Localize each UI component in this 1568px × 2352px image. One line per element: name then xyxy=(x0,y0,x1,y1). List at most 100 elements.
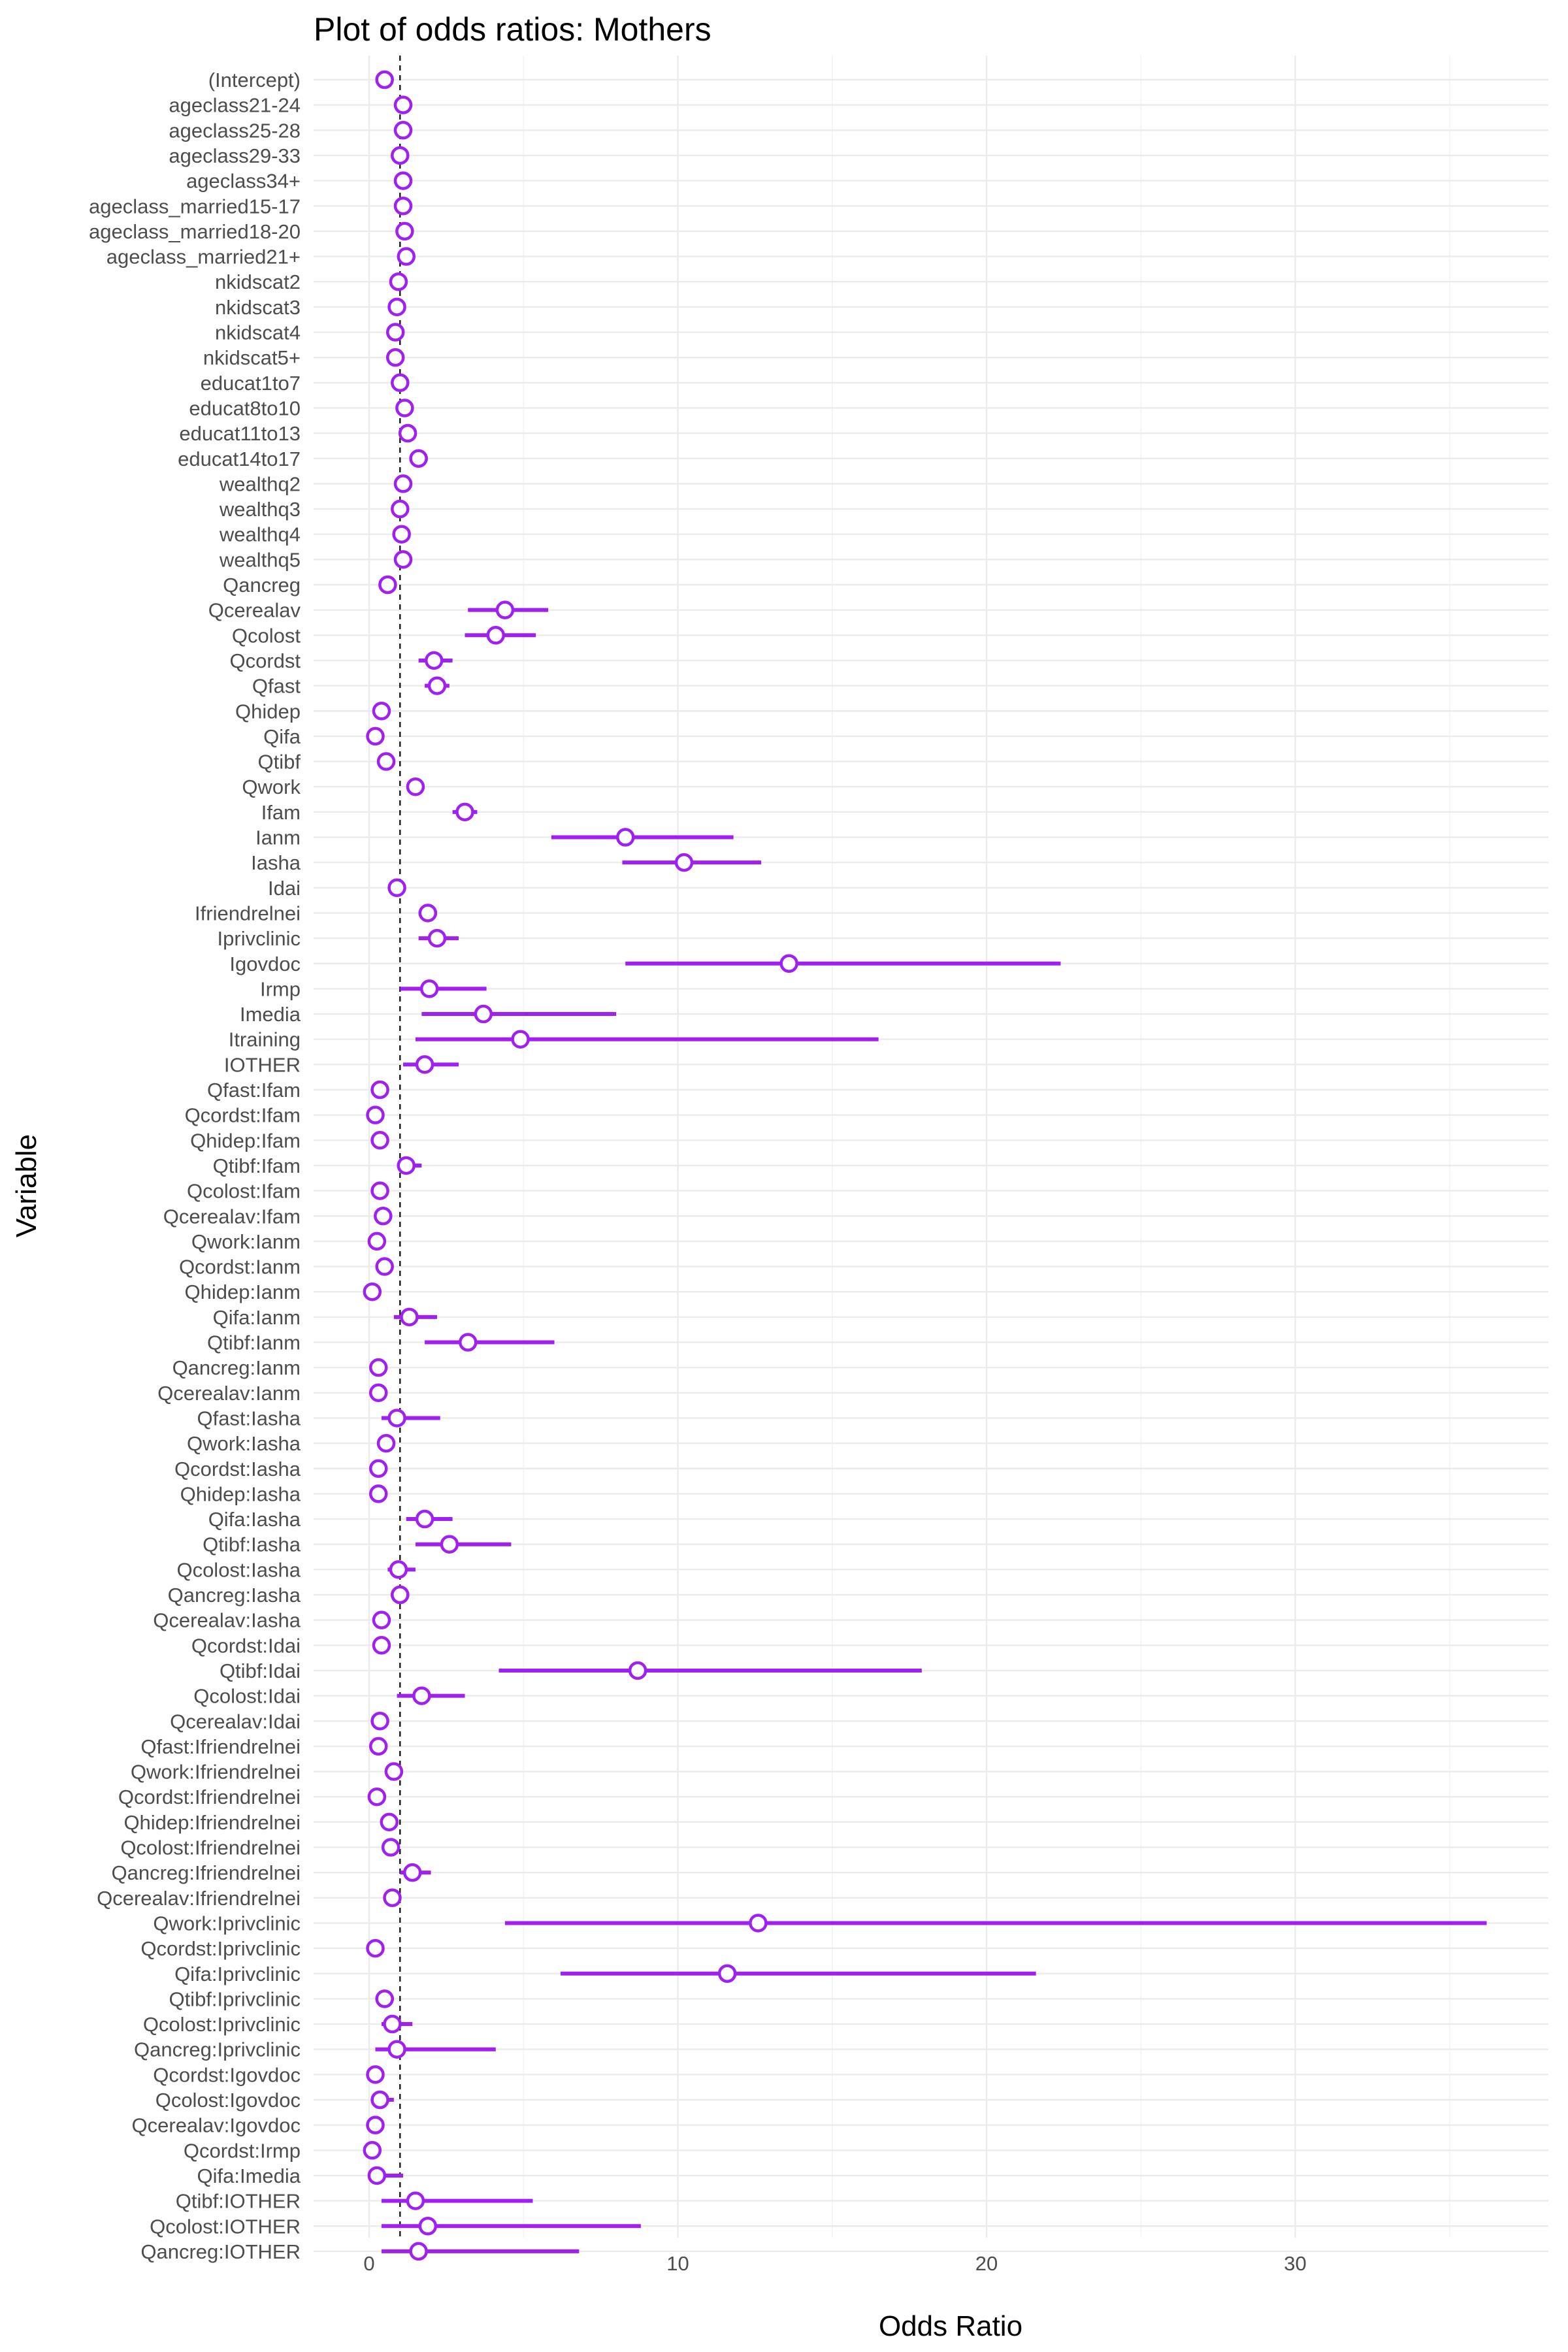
y-tick-label: wealthq2 xyxy=(219,472,301,495)
y-tick-label: Qcerealav:Ifam xyxy=(163,1205,301,1228)
y-tick-label: Imedia xyxy=(240,1003,301,1026)
y-tick-label: Qcordst:Igovdoc xyxy=(153,2063,301,2086)
odds-ratio-point xyxy=(370,2090,389,2110)
odds-ratio-point xyxy=(366,1938,385,1958)
odds-ratio-point xyxy=(391,146,410,165)
odds-ratio-point xyxy=(375,1989,394,2008)
odds-ratio-point xyxy=(378,575,397,595)
odds-ratio-point xyxy=(368,1383,388,1403)
y-tick-label: educat14to17 xyxy=(178,448,301,470)
y-tick-label: Iasha xyxy=(251,851,301,874)
y-tick-label: Iprivclinic xyxy=(218,927,301,950)
odds-ratio-point xyxy=(367,2166,387,2185)
y-tick-label: educat11to13 xyxy=(179,422,301,445)
odds-ratio-point xyxy=(366,2115,385,2134)
y-tick-label: Qcordst:Ifam xyxy=(185,1104,301,1127)
odds-ratio-point xyxy=(383,2014,402,2034)
odds-ratio-point xyxy=(387,1409,406,1428)
odds-ratio-point xyxy=(380,1812,399,1832)
y-tick-label: Qancreg:IOTHER xyxy=(140,2240,301,2263)
odds-ratio-point xyxy=(392,525,411,544)
x-tick-label: 30 xyxy=(1284,2252,1306,2275)
y-tick-label: Qcolost:Idai xyxy=(193,1685,301,1708)
odds-ratio-point xyxy=(370,1712,389,1731)
y-tick-label: Qtibf:Iasha xyxy=(203,1533,301,1556)
odds-ratio-point xyxy=(372,1636,391,1655)
odds-ratio-point xyxy=(367,1232,387,1251)
y-tick-label: educat8to10 xyxy=(189,397,301,419)
y-tick-label: ageclass_married18-20 xyxy=(89,220,301,243)
odds-ratio-point xyxy=(376,1433,396,1453)
odds-ratio-point xyxy=(397,1156,416,1175)
odds-ratio-point xyxy=(383,1888,402,1908)
y-tick-label: Qifa:Ianm xyxy=(213,1306,301,1329)
odds-ratio-point xyxy=(393,550,413,569)
y-tick-label: nkidscat4 xyxy=(215,321,301,344)
odds-ratio-point xyxy=(368,1737,388,1756)
odds-ratio-point xyxy=(393,121,413,140)
y-tick-label: Qfast:Ifam xyxy=(207,1079,301,1102)
y-tick-label: Qhidep:Ianm xyxy=(185,1281,301,1303)
y-tick-label: Qwork:Iprivclinic xyxy=(153,1912,301,1935)
x-tick-label: 10 xyxy=(666,2252,689,2275)
odds-ratio-point xyxy=(455,802,474,822)
y-tick-label: Ianm xyxy=(255,826,301,849)
odds-ratio-point xyxy=(418,904,438,923)
odds-ratio-point xyxy=(674,853,694,872)
odds-ratio-point xyxy=(398,423,417,443)
y-tick-label: Qcerealav:Igovdoc xyxy=(132,2114,301,2137)
odds-ratio-point xyxy=(387,878,406,898)
y-tick-labels: (Intercept)ageclass21-24ageclass25-28age… xyxy=(89,69,301,2263)
y-tick-label: ageclass34+ xyxy=(186,170,301,193)
y-tick-label: Ifam xyxy=(261,801,301,824)
y-tick-label: Qcolost:Ifriendrelnei xyxy=(120,1837,301,1859)
y-tick-label: Qancreg:Ifriendrelnei xyxy=(112,1861,301,1884)
odds-ratio-point xyxy=(372,702,391,721)
odds-ratio-point xyxy=(628,1661,647,1680)
odds-ratio-point xyxy=(486,626,506,645)
y-tick-label: Qhidep:Ifam xyxy=(190,1129,301,1152)
y-tick-label: Qhidep:Ifriendrelnei xyxy=(123,1811,301,1834)
odds-ratio-point xyxy=(474,1004,493,1024)
odds-ratio-point xyxy=(387,2040,406,2059)
y-tick-label: Qhidep xyxy=(235,700,301,723)
data-marks xyxy=(363,70,1487,2261)
y-tick-label: ageclass29-33 xyxy=(169,144,301,167)
y-tick-label: Irmp xyxy=(260,977,301,1000)
odds-ratio-point xyxy=(381,1838,400,1857)
y-tick-label: Qifa:Imedia xyxy=(197,2164,301,2187)
odds-ratio-point xyxy=(425,651,444,670)
odds-ratio-point xyxy=(495,600,515,619)
odds-ratio-point xyxy=(389,1560,408,1579)
y-tick-label: Qcordst:Irmp xyxy=(184,2139,301,2162)
odds-ratio-point xyxy=(427,928,447,948)
y-tick-label: Qwork xyxy=(242,776,301,798)
y-tick-label: Qcerealav xyxy=(208,599,301,622)
y-tick-label: Qifa:Iasha xyxy=(208,1508,301,1531)
y-tick-label: Qtibf:Idai xyxy=(220,1659,301,1682)
y-tick-label: Qcolost:Igovdoc xyxy=(155,2089,301,2112)
odds-ratio-point xyxy=(363,2141,382,2160)
odds-ratio-point xyxy=(366,727,385,746)
y-tick-label: wealthq5 xyxy=(219,548,301,571)
y-tick-label: Qancreg:Iprivclinic xyxy=(134,2038,301,2061)
y-tick-label: Qtibf xyxy=(258,751,301,774)
y-tick-label: Qfast:Iasha xyxy=(197,1407,301,1429)
y-tick-label: Ifriendrelnei xyxy=(195,902,301,924)
y-tick-label: Qtibf:Ifam xyxy=(213,1154,301,1177)
y-tick-label: Itraining xyxy=(229,1028,301,1051)
y-tick-label: (Intercept) xyxy=(208,69,301,91)
y-tick-label: nkidscat2 xyxy=(215,270,301,293)
odds-ratio-point xyxy=(389,272,408,291)
y-tick-label: Qifa xyxy=(263,725,301,748)
y-tick-label: Qwork:Ianm xyxy=(191,1230,301,1253)
odds-ratio-point xyxy=(391,1585,410,1605)
grid-layer xyxy=(314,56,1548,2253)
y-tick-label: Qtibf:IOTHER xyxy=(176,2190,301,2213)
odds-ratio-point xyxy=(368,1484,388,1503)
chart-title: Plot of odds ratios: Mothers xyxy=(314,11,711,48)
odds-ratio-point xyxy=(391,373,410,393)
y-tick-label: nkidscat5+ xyxy=(203,346,301,369)
y-tick-label: Qcolost:Iprivclinic xyxy=(143,2013,301,2036)
